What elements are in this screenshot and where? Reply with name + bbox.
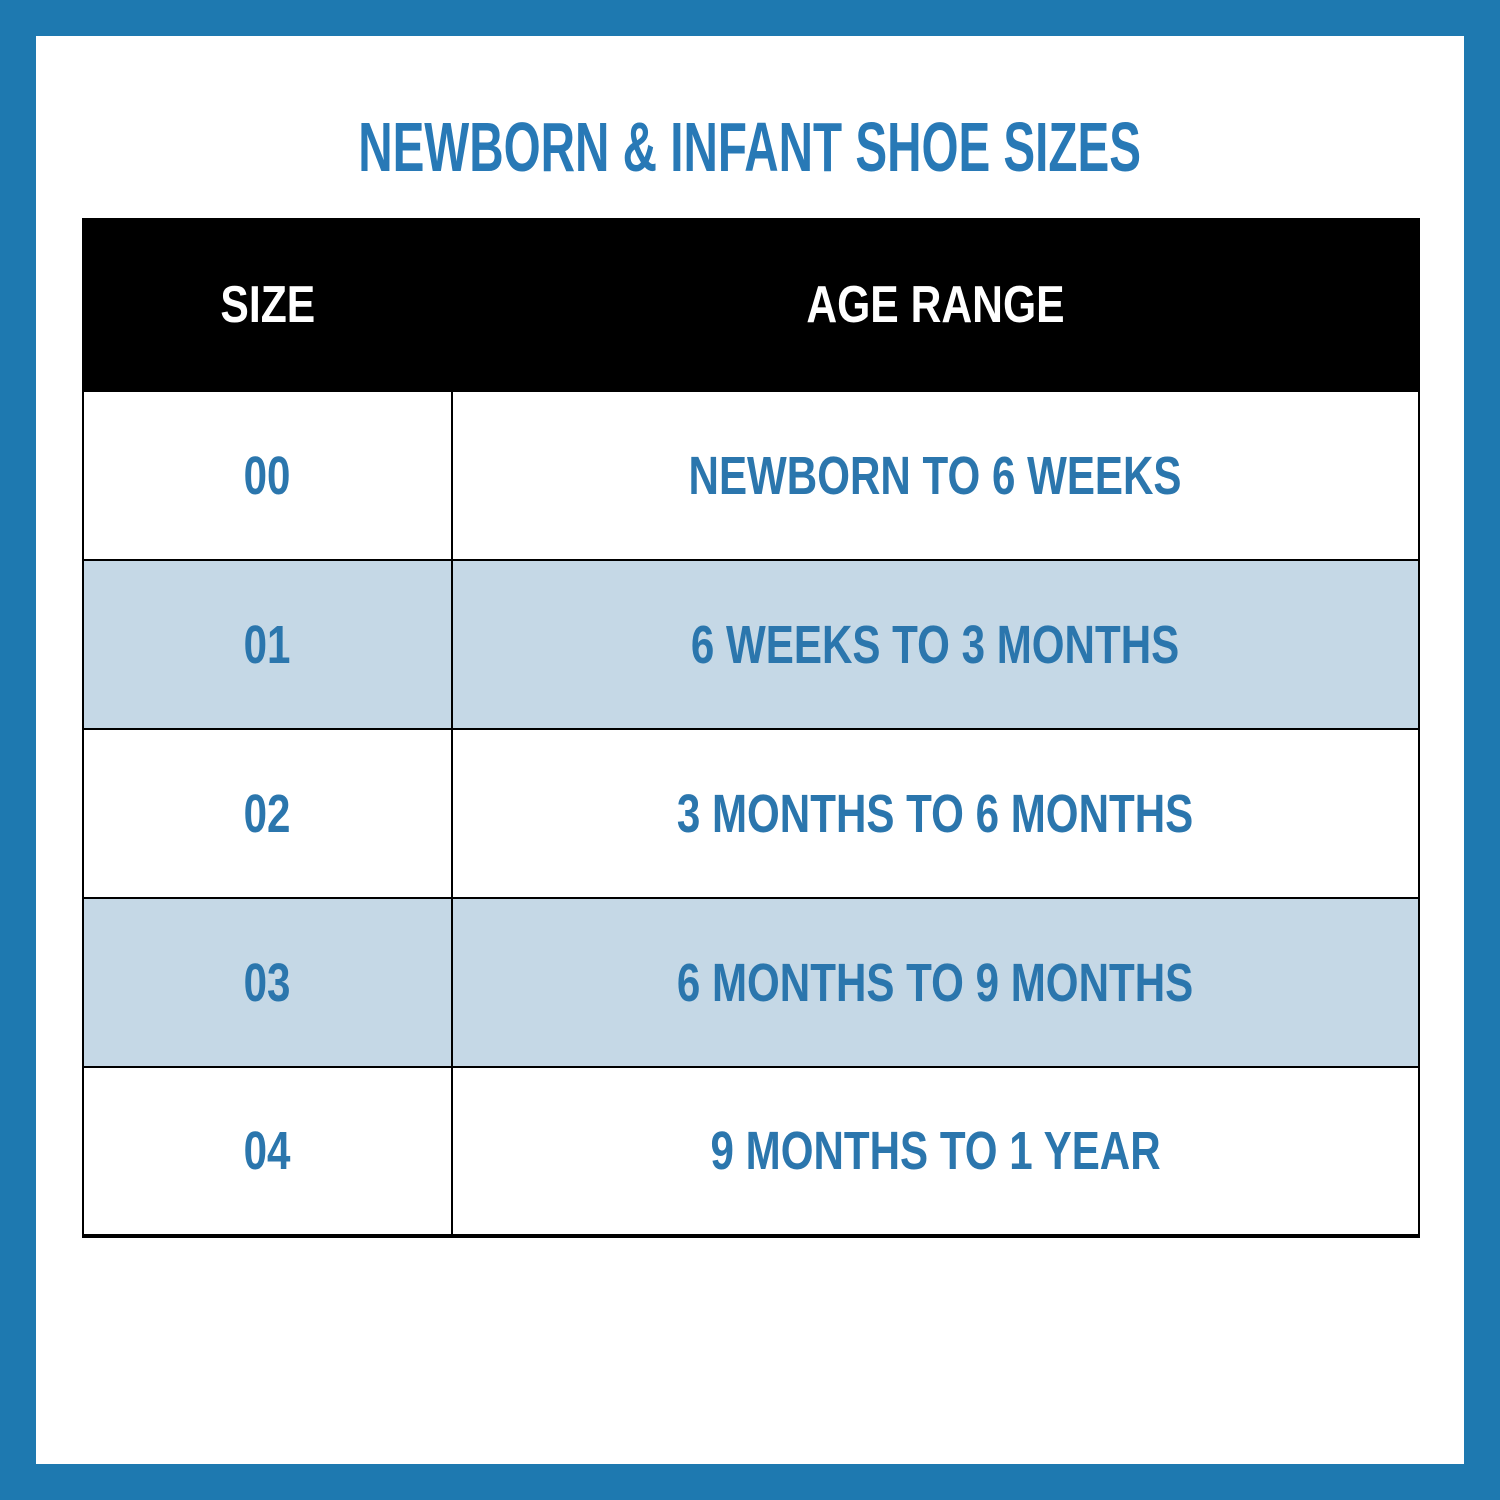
- table-row: 02 3 MONTHS TO 6 MONTHS: [82, 728, 1420, 899]
- table-row: 04 9 MONTHS TO 1 YEAR: [82, 1066, 1420, 1237]
- age-range-value: 3 MONTHS TO 6 MONTHS: [677, 783, 1194, 844]
- size-value: 00: [244, 445, 291, 506]
- size-value: 04: [244, 1121, 291, 1181]
- size-column-header-label: SIZE: [220, 276, 315, 334]
- shoe-size-table: SIZE AGE RANGE 00 NEWBORN TO 6 WEEKS 01 …: [82, 218, 1420, 1238]
- age-column-header: AGE RANGE: [451, 218, 1420, 392]
- age-range-value: 9 MONTHS TO 1 YEAR: [710, 1121, 1161, 1181]
- age-cell: NEWBORN TO 6 WEEKS: [451, 390, 1420, 561]
- size-cell: 04: [82, 1066, 453, 1237]
- size-value: 03: [244, 952, 291, 1013]
- age-range-value: NEWBORN TO 6 WEEKS: [688, 445, 1183, 506]
- age-cell: 6 WEEKS TO 3 MONTHS: [451, 559, 1420, 730]
- size-cell: 02: [82, 728, 453, 899]
- age-range-value: 6 WEEKS TO 3 MONTHS: [691, 614, 1180, 675]
- age-cell: 6 MONTHS TO 9 MONTHS: [451, 897, 1420, 1068]
- size-cell: 01: [82, 559, 453, 730]
- size-value: 01: [244, 614, 291, 675]
- table-row: 01 6 WEEKS TO 3 MONTHS: [82, 559, 1420, 730]
- table-header-row: SIZE AGE RANGE: [82, 218, 1420, 392]
- age-cell: 9 MONTHS TO 1 YEAR: [451, 1066, 1420, 1237]
- table-row: 03 6 MONTHS TO 9 MONTHS: [82, 897, 1420, 1068]
- size-column-header: SIZE: [82, 218, 453, 392]
- age-column-header-label: AGE RANGE: [806, 276, 1065, 334]
- size-cell: 03: [82, 897, 453, 1068]
- age-cell: 3 MONTHS TO 6 MONTHS: [451, 728, 1420, 899]
- size-value: 02: [244, 783, 291, 844]
- page-title: NEWBORN & INFANT SHOE SIZES: [36, 36, 1464, 182]
- size-cell: 00: [82, 390, 453, 561]
- age-range-value: 6 MONTHS TO 9 MONTHS: [677, 952, 1194, 1013]
- page-title-text: NEWBORN & INFANT SHOE SIZES: [358, 108, 1142, 186]
- table-row: 00 NEWBORN TO 6 WEEKS: [82, 390, 1420, 561]
- content-area: NEWBORN & INFANT SHOE SIZES SIZE AGE RAN…: [36, 36, 1464, 1464]
